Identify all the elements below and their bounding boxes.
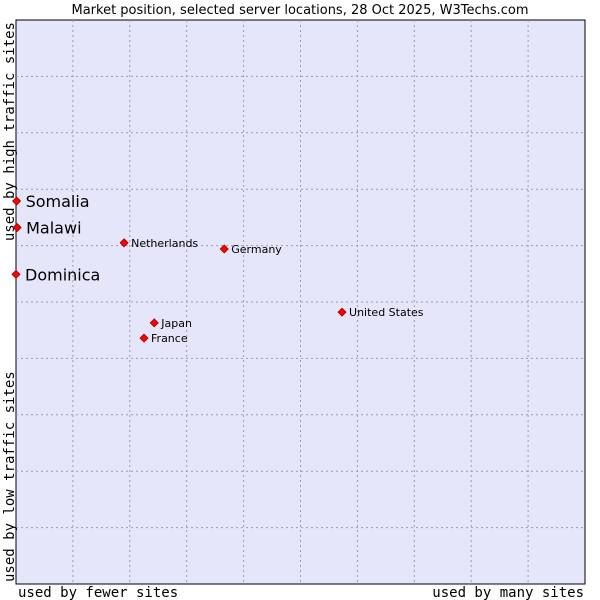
x-axis-label-left: used by fewer sites (18, 585, 178, 600)
point-marker-france (139, 333, 149, 343)
point-marker-germany (219, 244, 229, 254)
point-label-germany: Germany (231, 243, 282, 256)
point-label-malawi: Malawi (26, 219, 81, 238)
grid-lines (16, 20, 585, 584)
point-marker-netherlands (119, 238, 129, 248)
point-label-france: France (151, 332, 188, 345)
point-label-japan: Japan (160, 317, 192, 330)
point-marker-united-states (337, 307, 347, 317)
point-marker-japan (149, 318, 159, 328)
point-label-united-states: United States (349, 306, 424, 319)
y-axis-label-top: used by high traffic sites (2, 22, 18, 241)
chart-title: Market position, selected server locatio… (71, 3, 528, 18)
point-label-dominica: Dominica (25, 265, 100, 284)
point-label-netherlands: Netherlands (131, 237, 198, 250)
point-marker-malawi (12, 222, 22, 233)
point-label-somalia: Somalia (26, 192, 90, 211)
y-axis-label-bottom: used by low traffic sites (2, 371, 18, 582)
data-points: Somalia Malawi Dominica Netherlands Germany U… (11, 192, 424, 345)
point-marker-somalia (12, 196, 22, 206)
x-axis-label-right: used by many sites (432, 585, 584, 600)
point-marker-dominica (11, 269, 21, 279)
